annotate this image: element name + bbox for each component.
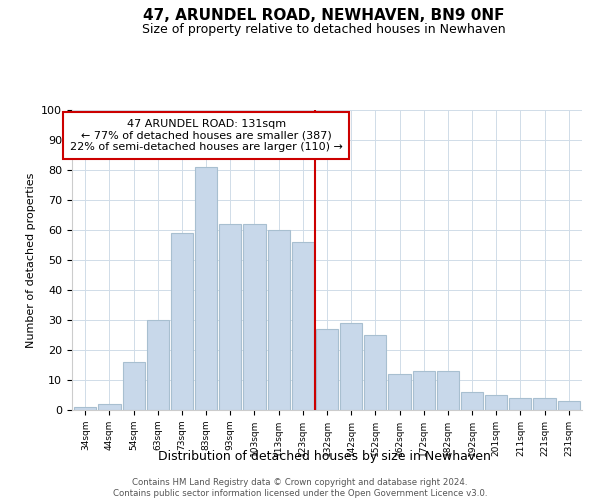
Bar bbox=[244, 224, 266, 410]
Text: Distribution of detached houses by size in Newhaven: Distribution of detached houses by size … bbox=[158, 450, 490, 463]
Bar bbox=[292, 242, 314, 410]
Text: Contains HM Land Registry data © Crown copyright and database right 2024.
Contai: Contains HM Land Registry data © Crown c… bbox=[113, 478, 487, 498]
Bar bbox=[437, 371, 459, 410]
Text: 47, ARUNDEL ROAD, NEWHAVEN, BN9 0NF: 47, ARUNDEL ROAD, NEWHAVEN, BN9 0NF bbox=[143, 8, 505, 22]
Text: Size of property relative to detached houses in Newhaven: Size of property relative to detached ho… bbox=[142, 22, 506, 36]
Bar bbox=[388, 374, 410, 410]
Bar bbox=[485, 395, 508, 410]
Bar bbox=[413, 371, 435, 410]
Bar bbox=[122, 362, 145, 410]
Bar bbox=[171, 233, 193, 410]
Bar bbox=[146, 320, 169, 410]
Bar bbox=[557, 401, 580, 410]
Bar bbox=[74, 407, 97, 410]
Bar bbox=[219, 224, 241, 410]
Bar bbox=[316, 329, 338, 410]
Bar bbox=[461, 392, 483, 410]
Bar bbox=[340, 323, 362, 410]
Text: 47 ARUNDEL ROAD: 131sqm
← 77% of detached houses are smaller (387)
22% of semi-d: 47 ARUNDEL ROAD: 131sqm ← 77% of detache… bbox=[70, 119, 343, 152]
Bar bbox=[364, 335, 386, 410]
Bar bbox=[268, 230, 290, 410]
Bar bbox=[98, 404, 121, 410]
Bar bbox=[509, 398, 532, 410]
Bar bbox=[195, 167, 217, 410]
Y-axis label: Number of detached properties: Number of detached properties bbox=[26, 172, 36, 348]
Bar bbox=[533, 398, 556, 410]
